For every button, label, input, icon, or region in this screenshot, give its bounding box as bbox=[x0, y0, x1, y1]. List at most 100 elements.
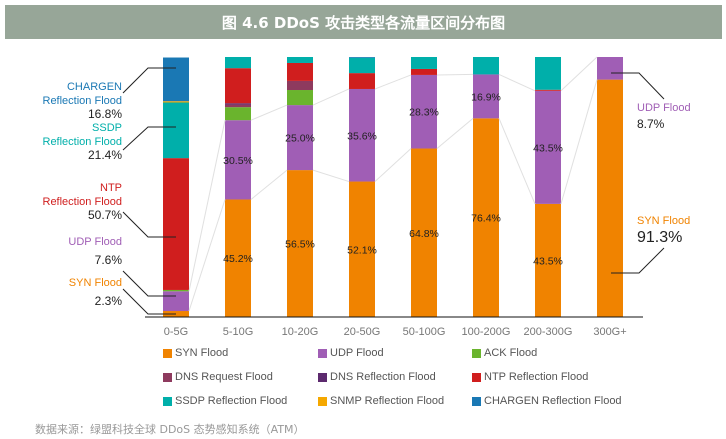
legend-item: SYN Flood bbox=[163, 347, 228, 359]
x-tick-label: 5-10G bbox=[223, 326, 254, 338]
legend-label: ACK Flood bbox=[484, 347, 538, 359]
legend-item: UDP Flood bbox=[318, 347, 384, 359]
bar-segment-dns-reflection-flood bbox=[225, 103, 251, 105]
bar-segment-dns-request-flood bbox=[225, 104, 251, 108]
connector-line bbox=[560, 56, 598, 92]
callout-label: Reflection Flood bbox=[43, 196, 123, 208]
bar-segment-chargen-reflection-flood bbox=[163, 57, 189, 102]
bar-segment-syn-flood bbox=[349, 181, 375, 317]
data-label: 25.0% bbox=[285, 133, 315, 145]
bar-segment-snmp-reflection-flood bbox=[163, 101, 189, 103]
connector-line bbox=[312, 169, 350, 183]
callout-label: SSDP bbox=[92, 122, 122, 134]
legend-swatch bbox=[318, 396, 327, 406]
bar-segment-udp-flood bbox=[473, 74, 499, 119]
legend-item: SNMP Reflection Flood bbox=[318, 395, 444, 407]
connector-line bbox=[374, 148, 412, 182]
connector-line bbox=[560, 79, 598, 205]
data-label: 43.5% bbox=[533, 142, 563, 154]
connector-line bbox=[436, 73, 474, 76]
callout-label: CHARGEN bbox=[67, 81, 122, 93]
bar-segment-ack-flood bbox=[287, 90, 313, 106]
callout-label: NTP bbox=[100, 182, 122, 194]
x-tick-label: 10-20G bbox=[282, 326, 319, 338]
bar-segment-chargen-reflection-flood bbox=[349, 57, 375, 58]
legend-item: NTP Reflection Flood bbox=[472, 371, 588, 383]
callout-leader-line bbox=[122, 67, 176, 94]
callout-label: UDP Flood bbox=[637, 102, 691, 114]
bar-segment-udp-flood bbox=[225, 120, 251, 200]
bar-segment-ssdp-reflection-flood bbox=[473, 57, 499, 75]
bar-segment-ntp-reflection-flood bbox=[535, 89, 561, 91]
callout-label: SYN Flood bbox=[637, 215, 690, 227]
bar-segment-ssdp-reflection-flood bbox=[287, 57, 313, 63]
legend-item: DNS Reflection Flood bbox=[318, 371, 436, 383]
callout-label: Reflection Flood bbox=[43, 136, 123, 148]
bar-segment-udp-flood bbox=[597, 57, 623, 80]
legend-label: SNMP Reflection Flood bbox=[330, 395, 445, 407]
bar-segment-ntp-reflection-flood bbox=[349, 73, 375, 89]
callout-label: SYN Flood bbox=[69, 277, 122, 289]
callout-leader-line bbox=[611, 247, 665, 274]
bar-segment-ssdp-reflection-flood bbox=[163, 102, 189, 159]
bar-segment-udp-flood bbox=[349, 88, 375, 182]
legend-swatch bbox=[472, 372, 481, 382]
connector-line bbox=[188, 120, 226, 292]
data-label: 28.3% bbox=[409, 107, 439, 119]
data-label: 64.8% bbox=[409, 228, 439, 240]
callout-value: 8.7% bbox=[637, 117, 665, 131]
callout-value: 16.8% bbox=[88, 107, 122, 121]
legend-item: SSDP Reflection Flood bbox=[163, 395, 287, 407]
legend-swatch bbox=[163, 372, 172, 382]
bar-segment-syn-flood bbox=[597, 79, 623, 318]
legend-item: ACK Flood bbox=[472, 347, 537, 359]
callout-value: 21.4% bbox=[88, 148, 122, 162]
legend-label: UDP Flood bbox=[330, 347, 384, 359]
bar-segment-ntp-reflection-flood bbox=[163, 158, 189, 290]
legend-swatch bbox=[472, 348, 481, 358]
legend-swatch bbox=[318, 348, 327, 358]
bar-segment-udp-flood bbox=[163, 291, 189, 312]
bar-segment-syn-flood bbox=[473, 118, 499, 317]
bar-segment-ntp-reflection-flood bbox=[411, 68, 437, 75]
legend-label: DNS Request Flood bbox=[175, 371, 273, 383]
legend-swatch bbox=[318, 372, 327, 382]
legend-swatch bbox=[472, 396, 481, 406]
x-tick-label: 300G+ bbox=[593, 326, 626, 338]
chart-title: 图 4.6 DDoS 攻击类型各流量区间分布图 bbox=[5, 5, 722, 39]
callout-label: UDP Flood bbox=[68, 236, 122, 248]
callout-leader-line bbox=[122, 270, 176, 297]
legend-swatch bbox=[163, 396, 172, 406]
callout-leader-line bbox=[611, 72, 665, 100]
bar-segment-dns-request-flood bbox=[287, 80, 313, 91]
x-tick-label: 200-300G bbox=[524, 326, 573, 338]
connector-line bbox=[250, 104, 288, 121]
callout-leader-line bbox=[122, 288, 176, 315]
callout-label: Reflection Flood bbox=[43, 95, 123, 107]
legend-label: SSDP Reflection Flood bbox=[175, 395, 288, 407]
x-tick-label: 20-50G bbox=[344, 326, 381, 338]
callout-value: 2.3% bbox=[95, 294, 123, 308]
data-label: 52.1% bbox=[347, 244, 377, 256]
connector-line bbox=[498, 118, 536, 205]
connector-line bbox=[436, 117, 474, 149]
source-footer: 数据来源：绿盟科技全球 DDoS 态势感知系统（ATM） bbox=[35, 423, 305, 436]
data-label: 56.5% bbox=[285, 239, 315, 251]
legend-label: SYN Flood bbox=[175, 347, 229, 359]
bar-segment-ack-flood bbox=[163, 289, 189, 292]
connector-line bbox=[498, 73, 536, 92]
bar-segment-ssdp-reflection-flood bbox=[349, 57, 375, 74]
bar-segment-ssdp-reflection-flood bbox=[225, 57, 251, 69]
x-tick-label: 100-200G bbox=[462, 326, 511, 338]
connector-line bbox=[374, 74, 412, 90]
connector-line bbox=[312, 88, 350, 106]
connector-line bbox=[188, 199, 226, 312]
callout-leader-line bbox=[122, 126, 176, 151]
legend-swatch bbox=[163, 348, 172, 358]
data-label: 43.5% bbox=[533, 255, 563, 267]
callout-value: 91.3% bbox=[637, 229, 682, 246]
bar-segment-ntp-reflection-flood bbox=[225, 68, 251, 104]
bar-segment-syn-flood bbox=[535, 203, 561, 317]
